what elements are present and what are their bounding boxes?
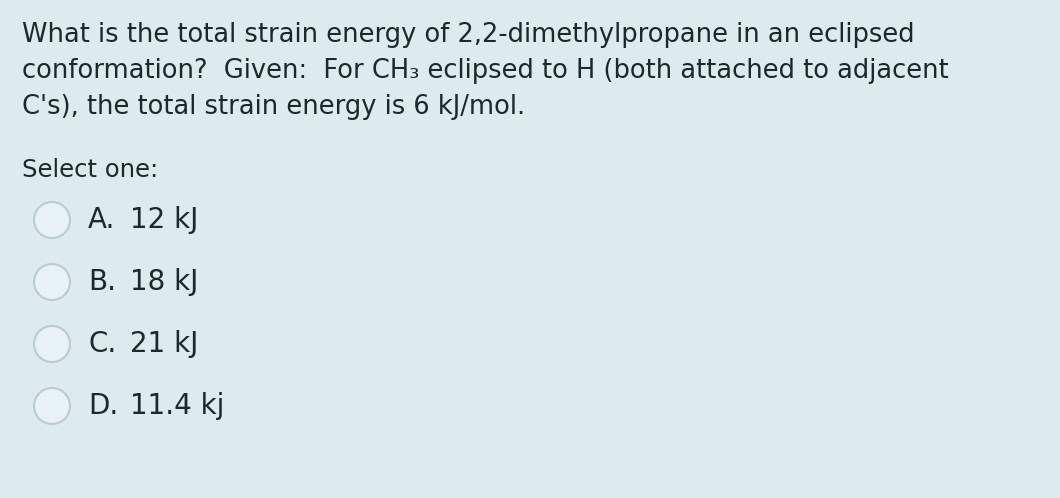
- Ellipse shape: [34, 388, 70, 424]
- Ellipse shape: [34, 264, 70, 300]
- Text: D.: D.: [88, 392, 119, 420]
- Text: 18 kJ: 18 kJ: [130, 268, 198, 296]
- Text: What is the total strain energy of 2,2-dimethylpropane in an eclipsed: What is the total strain energy of 2,2-d…: [22, 22, 915, 48]
- Text: Select one:: Select one:: [22, 158, 158, 182]
- Text: C's), the total strain energy is 6 kJ/mol.: C's), the total strain energy is 6 kJ/mo…: [22, 94, 525, 120]
- Text: conformation?  Given:  For CH₃ eclipsed to H (both attached to adjacent: conformation? Given: For CH₃ eclipsed to…: [22, 58, 949, 84]
- Text: 11.4 kj: 11.4 kj: [130, 392, 225, 420]
- Text: 12 kJ: 12 kJ: [130, 206, 198, 234]
- Text: 21 kJ: 21 kJ: [130, 330, 198, 358]
- Text: B.: B.: [88, 268, 116, 296]
- Text: A.: A.: [88, 206, 116, 234]
- Text: C.: C.: [88, 330, 117, 358]
- Ellipse shape: [34, 202, 70, 238]
- Ellipse shape: [34, 326, 70, 362]
